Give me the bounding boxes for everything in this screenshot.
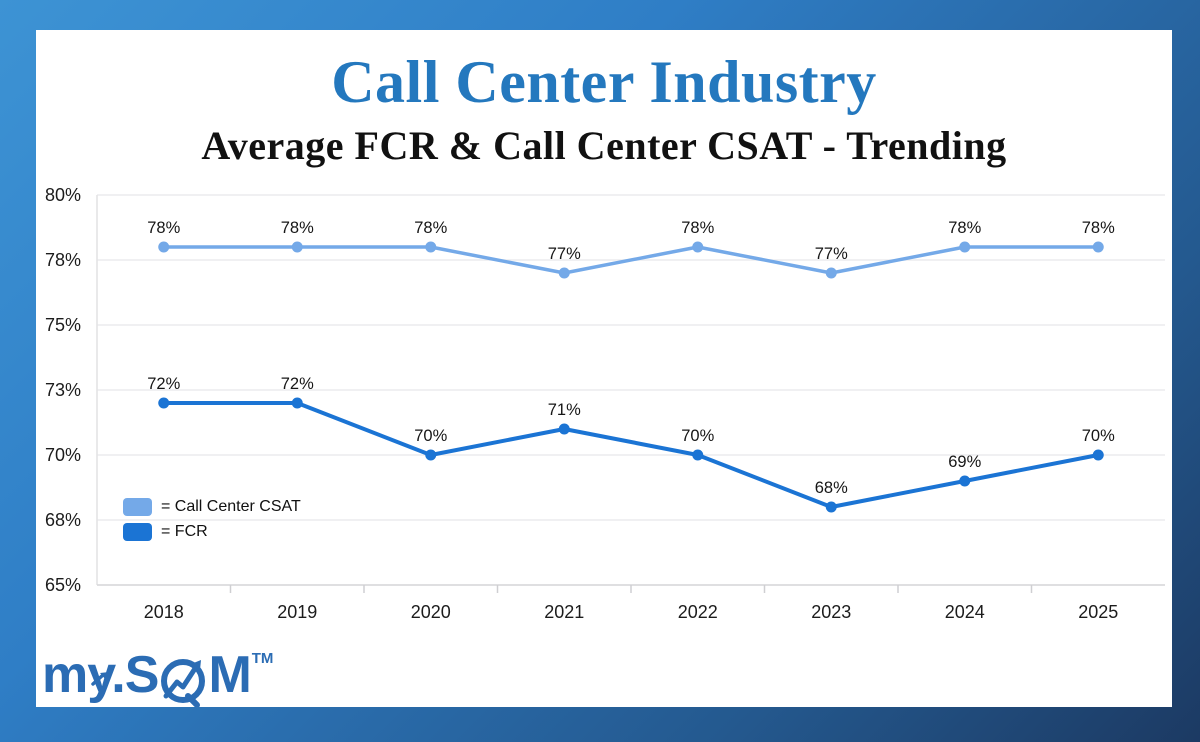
y-tick-label: 78%	[45, 250, 81, 270]
series-line-call-center-csat	[162, 245, 1100, 275]
data-point-call-center-csat	[291, 241, 303, 253]
data-point-fcr	[558, 423, 570, 435]
logo-text-my-s: my.S	[42, 649, 159, 701]
x-tick-label: 2023	[811, 602, 851, 622]
data-point-label-call-center-csat: 78%	[147, 219, 180, 237]
x-tick-label: 2019	[277, 602, 317, 622]
y-tick-label: 68%	[45, 510, 81, 530]
x-tick-label: 2018	[144, 602, 184, 622]
data-point-label-call-center-csat: 78%	[281, 219, 314, 237]
data-point-label-call-center-csat: 78%	[681, 219, 714, 237]
data-point-call-center-csat	[825, 267, 837, 279]
x-tick-label: 2020	[411, 602, 451, 622]
page-title: Call Center Industry	[331, 49, 877, 115]
data-point-call-center-csat	[1092, 241, 1104, 253]
data-point-label-call-center-csat: 78%	[414, 219, 447, 237]
mysqm-logo: my.S M TM	[42, 646, 274, 707]
data-point-label-fcr: 72%	[147, 375, 180, 393]
data-point-call-center-csat	[425, 241, 437, 253]
data-point-fcr	[158, 397, 170, 409]
fcr-color-swatch	[123, 523, 152, 541]
data-point-label-fcr: 69%	[948, 453, 981, 471]
legend-label-fcr: = FCR	[161, 523, 208, 540]
data-point-call-center-csat	[558, 267, 570, 279]
x-tick-label: 2022	[678, 602, 718, 622]
data-point-fcr	[425, 449, 437, 461]
data-point-label-call-center-csat: 78%	[1082, 219, 1115, 237]
data-point-label-fcr: 72%	[281, 375, 314, 393]
legend-label-csat: = Call Center CSAT	[161, 498, 301, 515]
x-tick-label: 2025	[1078, 602, 1118, 622]
data-point-fcr	[825, 501, 837, 513]
logo-y-arrow-icon	[91, 643, 111, 695]
data-point-label-fcr: 70%	[1082, 427, 1115, 445]
x-tick-label: 2024	[945, 602, 985, 622]
data-point-label-fcr: 71%	[548, 401, 581, 419]
legend-item-fcr: = FCR	[123, 523, 301, 541]
data-point-fcr	[692, 449, 704, 461]
legend-item-csat: = Call Center CSAT	[123, 498, 301, 516]
data-point-call-center-csat	[158, 241, 170, 253]
page-subtitle: Average FCR & Call Center CSAT - Trendin…	[201, 123, 1007, 168]
data-point-label-call-center-csat: 77%	[815, 245, 848, 263]
chart-card: 80% 78% 75% 73% 70% 68% 65% 2018 2019 2020 2021 202…	[36, 30, 1172, 707]
logo-text-m: M	[208, 646, 251, 704]
data-point-call-center-csat	[692, 241, 704, 253]
series-line-fcr	[161, 401, 1101, 509]
chart-legend: = Call Center CSAT = FCR	[123, 498, 301, 541]
y-tick-label: 73%	[45, 380, 81, 400]
logo-q-icon	[161, 659, 206, 707]
data-point-label-fcr: 68%	[815, 479, 848, 497]
data-point-label-call-center-csat: 78%	[948, 219, 981, 237]
x-tick-label: 2021	[544, 602, 584, 622]
csat-color-swatch	[123, 498, 152, 516]
logo-trademark: TM	[251, 650, 274, 667]
data-point-fcr	[959, 475, 971, 487]
data-point-fcr	[291, 397, 303, 409]
line-chart: 80% 78% 75% 73% 70% 68% 65% 2018 2019 2020 2021 202…	[45, 185, 1165, 622]
data-point-fcr	[1092, 449, 1104, 461]
y-tick-label: 65%	[45, 575, 81, 595]
data-point-label-fcr: 70%	[414, 427, 447, 445]
y-tick-label: 70%	[45, 445, 81, 465]
y-tick-label: 80%	[45, 185, 81, 205]
data-point-label-call-center-csat: 77%	[548, 245, 581, 263]
data-point-call-center-csat	[959, 241, 971, 253]
y-tick-label: 75%	[45, 315, 81, 335]
data-point-label-fcr: 70%	[681, 427, 714, 445]
